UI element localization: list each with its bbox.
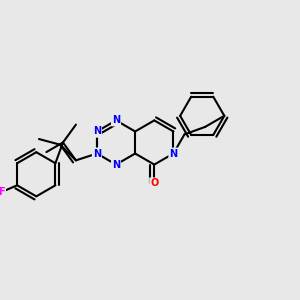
- Text: N: N: [112, 116, 120, 125]
- Text: O: O: [150, 178, 158, 188]
- Text: N: N: [93, 127, 101, 136]
- Text: F: F: [0, 187, 5, 197]
- Text: N: N: [93, 127, 101, 136]
- Text: N: N: [93, 148, 101, 158]
- Text: N: N: [169, 148, 178, 158]
- Text: N: N: [112, 160, 120, 170]
